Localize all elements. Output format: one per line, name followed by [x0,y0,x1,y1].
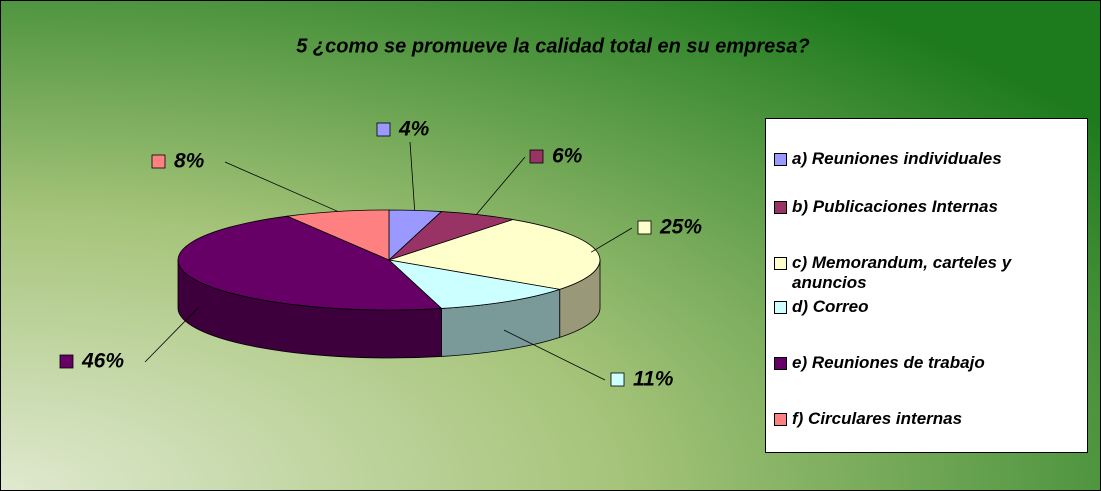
legend-label: e) Reuniones de trabajo [792,353,985,372]
label-swatch [59,354,74,369]
legend-item: d) Correo [774,297,1087,317]
legend-swatch [774,153,787,166]
data-label: 11% [633,368,674,391]
legend-label: c) Memorandum, carteles y anuncios [792,253,1012,292]
legend-label: a) Reuniones individuales [792,149,1002,168]
data-label: 8% [174,150,205,173]
leader-line [144,306,199,363]
legend: a) Reuniones individuales b) Publicacione… [765,118,1088,453]
label-swatch [376,122,391,137]
leader-line [475,156,526,216]
data-label: 6% [552,145,583,168]
data-label: 4% [398,118,430,141]
legend-item: c) Memorandum, carteles y anuncios [774,253,1087,293]
legend-swatch [774,413,787,426]
leader-line [590,227,633,253]
legend-swatch [774,201,787,214]
legend-label: f) Circulares internas [792,409,963,428]
legend-item: a) Reuniones individuales [774,149,1087,169]
legend-label: d) Correo [792,297,869,316]
label-swatch [151,154,166,169]
label-swatch [529,149,544,164]
label-swatch [637,220,652,235]
leader-line [224,161,339,212]
legend-item: b) Publicaciones Internas [774,197,1087,217]
data-label: 46% [81,350,124,373]
leader-line [503,329,606,381]
legend-label: b) Publicaciones Internas [792,197,998,216]
legend-swatch [774,257,787,270]
slice [285,209,390,261]
slice [177,215,443,311]
legend-swatch [774,301,787,314]
data-label: 25% [659,216,702,239]
chart-title: 5 ¿como se promueve la calidad total en … [296,35,810,57]
leader-line [409,141,416,211]
label-swatch [610,372,625,387]
legend-swatch [774,357,787,370]
legend-item: f) Circulares internas [774,409,1087,429]
slice [388,219,601,290]
legend-item: e) Reuniones de trabajo [774,353,1087,373]
slice [387,259,560,309]
pie [177,209,601,359]
